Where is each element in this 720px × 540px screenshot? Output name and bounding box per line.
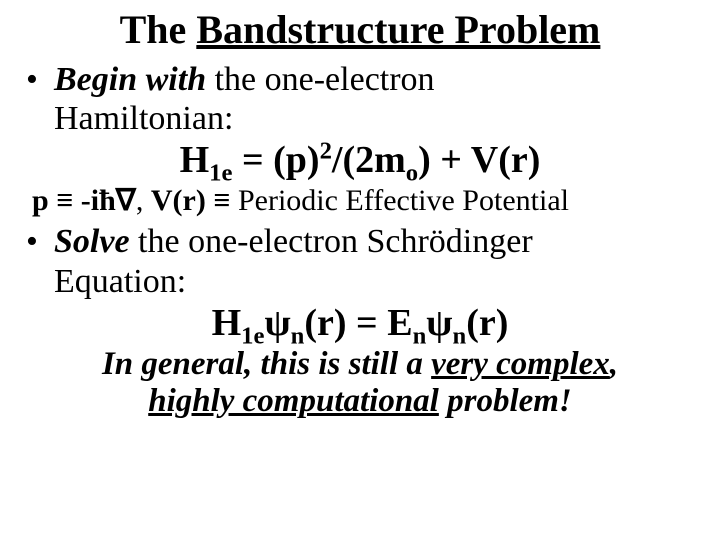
eq-s-H: H: [212, 302, 242, 344]
bullet-1-line2-text: Hamiltonian:: [54, 100, 233, 137]
defs-equiv1: ≡: [56, 184, 73, 217]
eq-h-tail: ) + V(r): [418, 139, 540, 181]
defs-V-def: Periodic Effective Potential: [230, 184, 569, 217]
closing-l1c: ,: [610, 346, 618, 382]
eq-h-H: H: [180, 139, 210, 181]
eq-h-psup: 2: [320, 138, 332, 165]
equation-schrodinger: H1eψn(r) = Enψn(r): [24, 303, 696, 345]
defs-sep: ,: [136, 184, 151, 217]
closing-l1b: very complex: [431, 346, 610, 382]
eq-s-psi2: ψ: [426, 302, 452, 344]
bullet-2-lead: Solve: [54, 223, 130, 260]
eq-s-r1: (r) = E: [304, 302, 412, 344]
eq-s-r2: (r): [466, 302, 508, 344]
bullet-2-line2-text: Equation:: [54, 263, 186, 300]
bullet-marker: •: [24, 222, 54, 261]
closing-l2b: problem!: [439, 383, 572, 419]
closing-text: In general, this is still a very complex…: [24, 346, 696, 419]
title-plain: The: [120, 7, 197, 52]
defs-p-label: p: [32, 184, 56, 217]
eq-h-msub: o: [406, 160, 418, 187]
eq-s-psi1: ψ: [264, 302, 290, 344]
eq-s-n2: n: [413, 322, 427, 349]
defs-equiv2: ≡: [213, 184, 230, 217]
bullet-1-lead: Begin with: [54, 61, 206, 98]
defs-V-label: V(r): [151, 184, 213, 217]
definitions-line: p ≡ -iħ∇, V(r) ≡ Periodic Effective Pote…: [24, 184, 696, 219]
slide: The Bandstructure Problem • Begin with t…: [0, 0, 720, 540]
bullet-2-text: Solve the one-electron Schrödinger: [54, 222, 696, 261]
bullet-1-text: Begin with the one-electron: [54, 60, 696, 99]
bullet-2-rest: the one-electron Schrödinger: [130, 223, 533, 260]
defs-p-def: -iħ∇: [73, 184, 136, 217]
bullet-marker: •: [24, 60, 54, 99]
eq-s-n3: n: [452, 322, 466, 349]
eq-s-Hsub: 1e: [241, 322, 264, 349]
bullet-1: • Begin with the one-electron: [24, 60, 696, 99]
eq-s-n1: n: [291, 322, 305, 349]
equation-hamiltonian: H1e = (p)2/(2mo) + V(r): [24, 140, 696, 182]
bullet-1-rest: the one-electron: [206, 61, 434, 98]
eq-h-Hsub: 1e: [209, 160, 232, 187]
title-underlined: Bandstructure Problem: [196, 7, 600, 52]
closing-l1a: In general, this is still a: [102, 346, 431, 382]
closing-l2a: highly computational: [148, 383, 439, 419]
slide-title: The Bandstructure Problem: [24, 8, 696, 52]
bullet-1-line2: Hamiltonian:: [24, 99, 696, 138]
bullet-2: • Solve the one-electron Schrödinger: [24, 222, 696, 261]
eq-h-mid1: = (p): [232, 139, 319, 181]
bullet-2-line2: Equation:: [24, 262, 696, 301]
eq-h-mid2: /(2m: [332, 139, 406, 181]
